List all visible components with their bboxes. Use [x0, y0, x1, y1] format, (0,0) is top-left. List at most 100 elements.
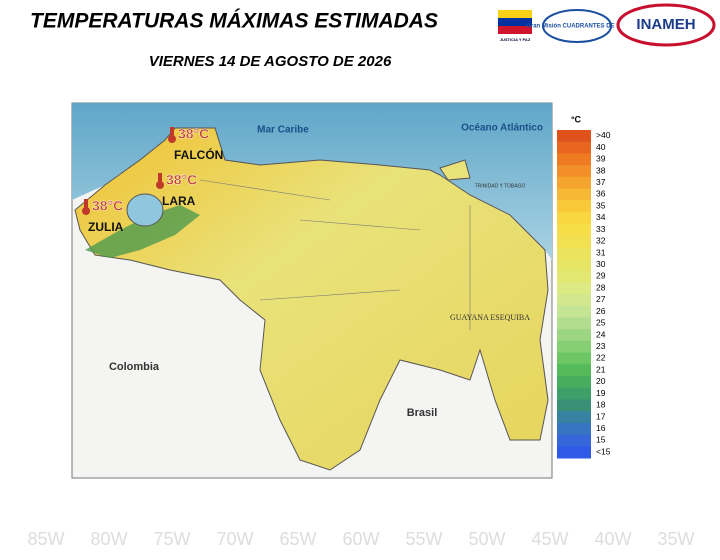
legend-label: 40	[596, 142, 606, 152]
legend-swatch	[557, 352, 591, 365]
legend-swatch	[557, 329, 591, 342]
map-label: Mar Caribe	[257, 125, 309, 136]
legend-swatch	[557, 376, 591, 389]
legend-swatch	[557, 141, 591, 154]
background-longitude: 70W	[216, 529, 253, 549]
legend-label: 26	[596, 306, 606, 316]
legend-swatch	[557, 165, 591, 178]
legend-swatch	[557, 176, 591, 190]
background-longitude: 40W	[594, 529, 631, 549]
background-longitude: 55W	[405, 529, 442, 549]
background-longitude: 65W	[279, 529, 316, 549]
legend-label: 27	[596, 294, 606, 304]
legend-swatch	[557, 282, 591, 295]
callout-state: ZULIA	[88, 220, 124, 234]
trinidad	[439, 159, 471, 181]
legend-label: 25	[596, 318, 606, 328]
legend-swatch	[557, 270, 591, 283]
legend-swatch	[557, 130, 591, 143]
background-longitude: 45W	[531, 529, 568, 549]
legend-label: 30	[596, 259, 606, 269]
legend-swatch	[557, 387, 591, 400]
legend-label: 36	[596, 189, 606, 199]
logo-cuadrantes: Gran Misión CUADRANTES DE PAZ	[526, 9, 628, 43]
legend-label: 37	[596, 177, 606, 187]
callouts: 38°C FALCÓN 38°C LARA 38°C ZULIA	[82, 126, 223, 234]
legend-label: 19	[596, 388, 606, 398]
sea	[72, 103, 552, 260]
map-label: TRINIDAD Y TOBAGO	[475, 183, 526, 189]
legend-label: 39	[596, 154, 606, 164]
callout-temp: 38°C	[166, 172, 197, 188]
legend-label: 17	[596, 411, 606, 421]
callout-state: LARA	[162, 194, 196, 208]
legend-swatch	[557, 200, 591, 213]
legend-label: 34	[596, 212, 606, 222]
map-label: Brasil	[407, 407, 438, 419]
background-longitude: 35W	[657, 529, 694, 549]
legend-swatch	[557, 399, 591, 412]
legend-swatch	[557, 258, 591, 272]
callout-state: FALCÓN	[174, 147, 223, 162]
legend-label: 32	[596, 236, 606, 246]
legend-swatch	[557, 223, 591, 236]
background-longitude: 85W	[27, 529, 64, 549]
logo-inameh: INAMEH	[616, 3, 716, 47]
legend-label: 20	[596, 376, 606, 386]
logo-text: Gran Misión CUADRANTES DE PAZ	[526, 24, 628, 30]
title: TEMPERATURAS MÁXIMAS ESTIMADAS	[30, 10, 438, 33]
thermometer-icon	[170, 127, 174, 137]
legend-swatch	[557, 422, 591, 436]
legend-label: 38	[596, 165, 606, 175]
legend-label: 33	[596, 224, 606, 234]
legend-swatch	[557, 411, 591, 424]
callout-temp: 38°C	[92, 198, 123, 214]
map-label: Océano Atlántico	[461, 123, 543, 134]
logo-text: INAMEH	[636, 16, 695, 33]
callout-temp: 38°C	[178, 126, 209, 142]
legend-label: 21	[596, 364, 606, 374]
legend-swatch	[557, 153, 591, 166]
andes	[85, 205, 200, 258]
legend-label: 15	[596, 435, 606, 445]
legend: >404039383736353433323130292827262524232…	[557, 130, 611, 459]
legend-label: 16	[596, 423, 606, 433]
legend-swatch	[557, 340, 591, 354]
logo-text: JUSTICIA Y PAZ	[500, 37, 531, 42]
legend-label: 22	[596, 353, 606, 363]
map-label: Colombia	[109, 361, 160, 373]
legend-label: >40	[596, 130, 611, 140]
legend-label: 28	[596, 282, 606, 292]
legend-label: 23	[596, 341, 606, 351]
legend-swatch	[557, 235, 591, 248]
legend-swatch	[557, 305, 591, 318]
legend-swatch	[557, 188, 591, 201]
map-label: GUAYANA ESEQUIBA	[450, 313, 530, 322]
date: VIERNES 14 DE AGOSTO DE 2026	[149, 53, 392, 70]
legend-swatch	[557, 247, 591, 260]
background-longitude: 50W	[468, 529, 505, 549]
background-longitudes: 85W 80W 75W 70W 65W 60W 55W 50W 45W 40W 35W	[27, 529, 694, 549]
background-longitude: 75W	[153, 529, 190, 549]
thermometer-icon	[158, 173, 162, 183]
legend-label: 18	[596, 400, 606, 410]
legend-label: 35	[596, 200, 606, 210]
legend-label: 24	[596, 329, 606, 339]
legend-swatch	[557, 212, 591, 225]
legend-label: <15	[596, 446, 611, 456]
background-longitude: 80W	[90, 529, 127, 549]
legend-label: 29	[596, 271, 606, 281]
lake-maracaibo	[126, 193, 164, 227]
state-borders	[199, 179, 471, 330]
legend-swatch	[557, 317, 591, 330]
legend-swatch	[557, 434, 591, 447]
thermometer-icon	[84, 199, 88, 209]
logo-flag: JUSTICIA Y PAZ	[498, 10, 532, 42]
legend-swatch	[557, 364, 591, 377]
legend-swatch	[557, 294, 591, 307]
background-longitude: 60W	[342, 529, 379, 549]
map: Mar Caribe Océano Atlántico Colombia Bra…	[71, 102, 553, 479]
legend-swatch	[557, 446, 591, 459]
legend-label: 31	[596, 247, 606, 257]
